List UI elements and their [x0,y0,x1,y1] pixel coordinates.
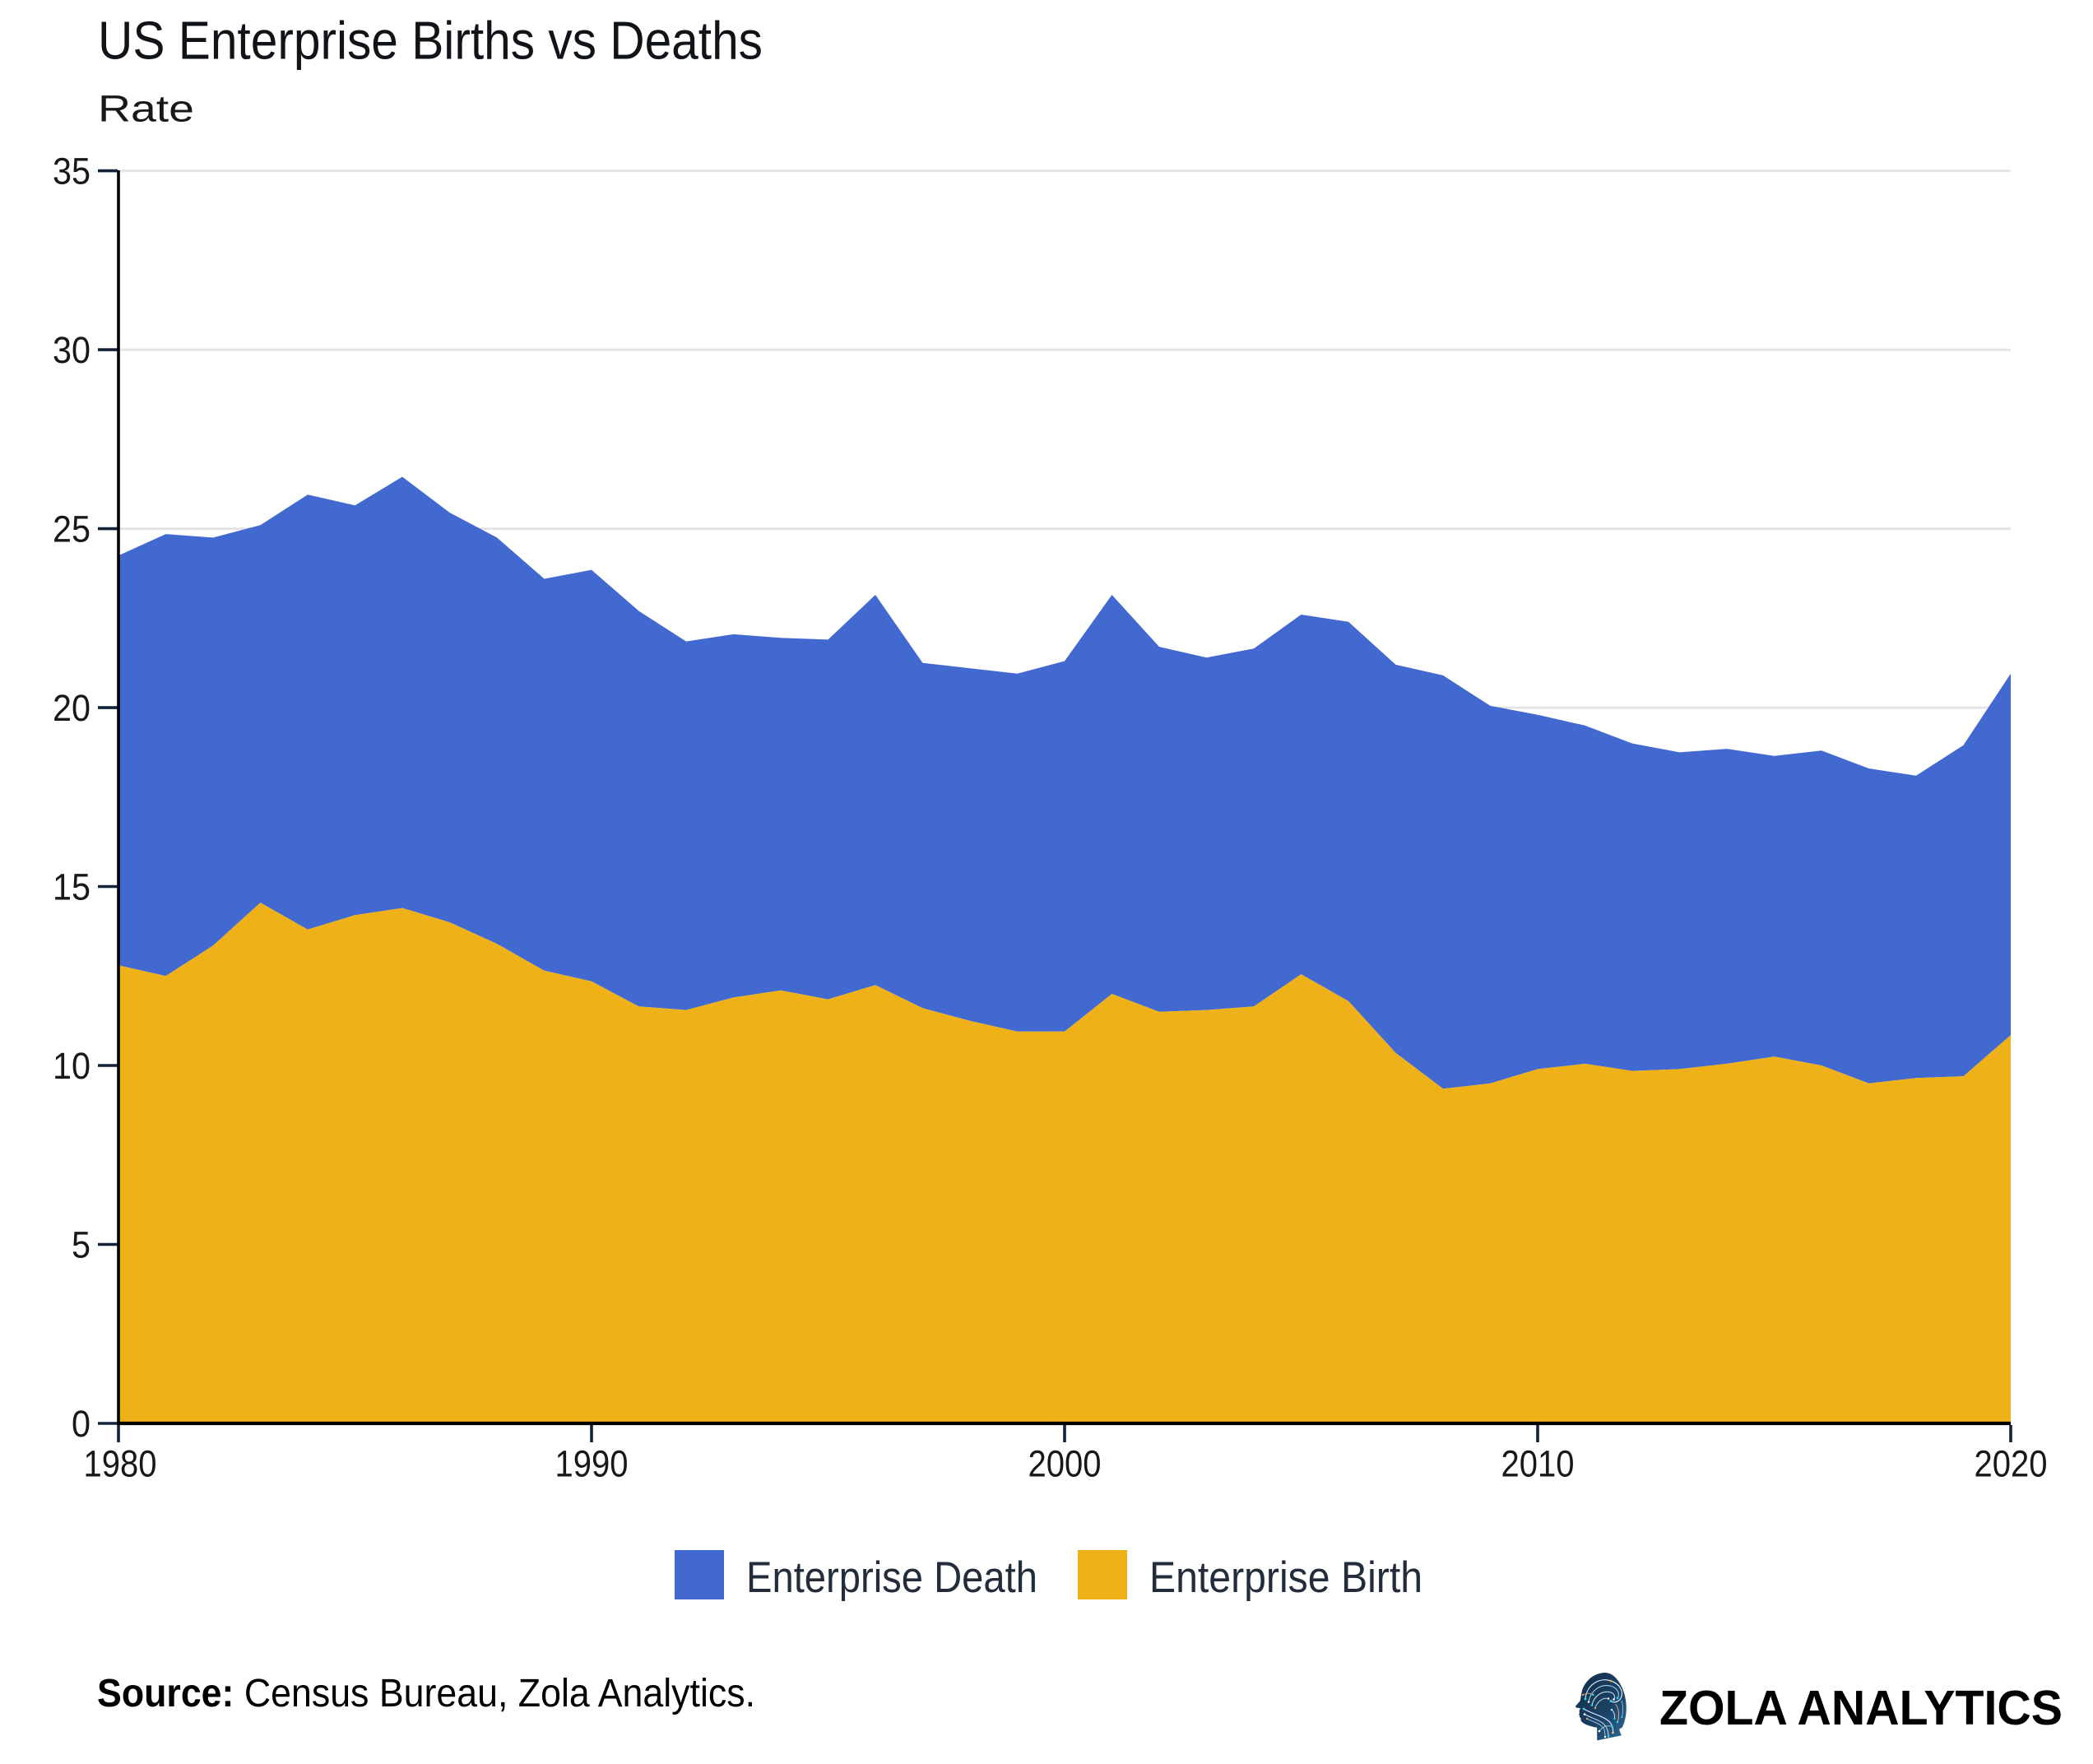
svg-text:5: 5 [72,1224,90,1266]
svg-text:15: 15 [53,866,90,908]
svg-text:Rate: Rate [98,88,194,130]
svg-text:1980: 1980 [84,1443,157,1485]
svg-text:US Enterprise Births vs Deaths: US Enterprise Births vs Deaths [98,11,763,71]
svg-text:2010: 2010 [1501,1443,1575,1485]
svg-text:30: 30 [53,329,90,371]
svg-text:25: 25 [53,508,90,550]
svg-text:Enterprise Death: Enterprise Death [746,1553,1037,1602]
svg-text:1990: 1990 [555,1443,629,1485]
svg-text:0: 0 [72,1403,90,1445]
svg-text:20: 20 [53,687,90,729]
svg-text:ZOLA ANALYTICS: ZOLA ANALYTICS [1659,1681,2063,1735]
svg-text:2020: 2020 [1975,1443,2048,1485]
svg-text:35: 35 [53,151,90,193]
svg-text:10: 10 [53,1045,90,1087]
svg-text:2000: 2000 [1028,1443,1102,1485]
svg-text:Source: Census Bureau, Zola An: Source: Census Bureau, Zola Analytics. [97,1672,755,1715]
svg-text:Enterprise Birth: Enterprise Birth [1149,1553,1422,1602]
